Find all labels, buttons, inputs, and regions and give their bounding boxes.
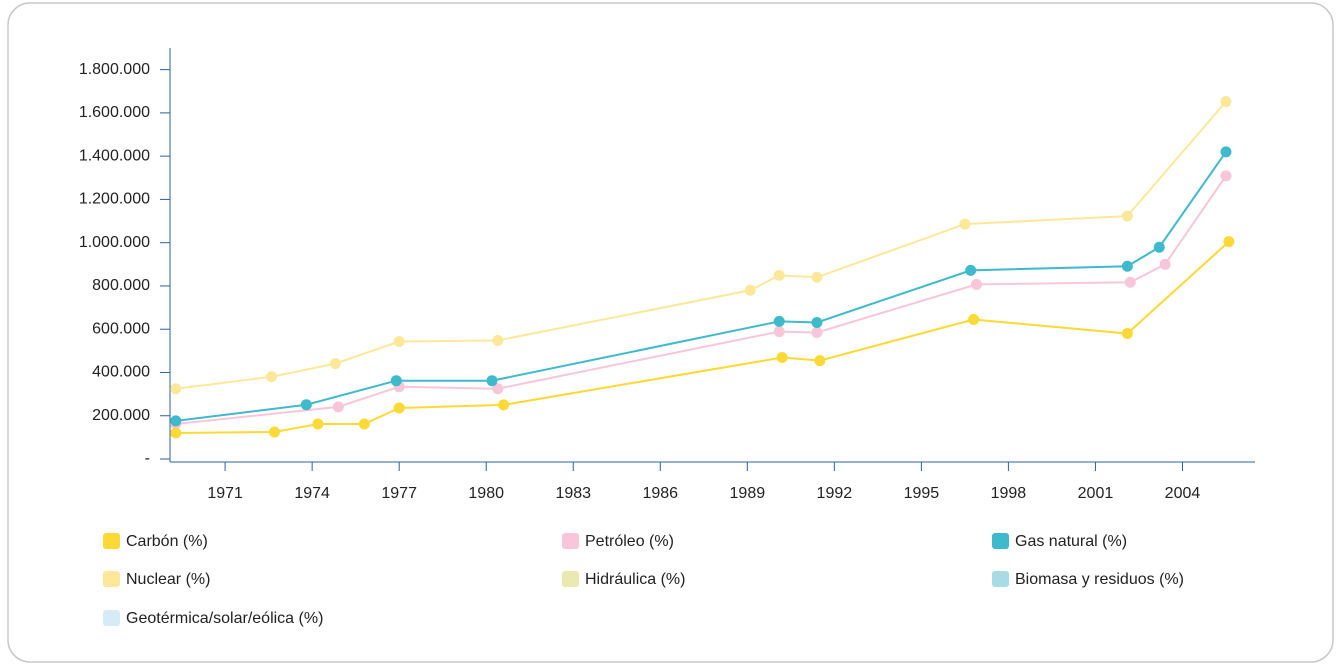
x-tick-label: 1971: [207, 485, 243, 502]
legend-label: Carbón (%): [126, 533, 208, 550]
point: [811, 271, 823, 283]
point: [492, 383, 504, 395]
x-tick-label: 1983: [555, 485, 591, 502]
x-tick-label: 1974: [294, 485, 330, 502]
y-tick-label: 1.800.000: [79, 61, 150, 78]
point: [773, 326, 785, 338]
y-tick-label: 200.000: [92, 407, 150, 424]
legend-label: Geotérmica/solar/eólica (%): [126, 610, 323, 627]
point: [393, 336, 405, 348]
point: [393, 402, 405, 414]
point: [300, 399, 312, 411]
x-tick-label: 2004: [1165, 485, 1201, 502]
point: [1223, 236, 1235, 248]
point: [266, 371, 278, 383]
point: [773, 315, 785, 327]
legend-label: Nuclear (%): [126, 571, 210, 588]
point: [492, 334, 504, 346]
y-tick-label: 1.200.000: [79, 191, 150, 208]
series-line: [175, 151, 1227, 422]
point: [811, 317, 823, 329]
x-tick-label: 1989: [730, 485, 766, 502]
point: [776, 352, 788, 364]
x-tick-label: 1980: [468, 485, 504, 502]
point: [498, 399, 510, 411]
point: [970, 278, 982, 290]
series-line: [175, 175, 1227, 425]
legend-swatch: [103, 610, 120, 626]
x-tick-label: 2001: [1078, 485, 1114, 502]
point: [312, 418, 324, 430]
x-tick-label: 1995: [904, 485, 940, 502]
legend-swatch: [992, 533, 1009, 549]
x-tick-label: 1992: [817, 485, 853, 502]
x-tick-label: 1977: [381, 485, 417, 502]
y-tick-label: 1.000.000: [79, 234, 150, 251]
point: [1121, 210, 1133, 222]
point: [814, 355, 826, 367]
point: [959, 218, 971, 230]
y-tick-label: 1.600.000: [79, 104, 150, 121]
point: [170, 383, 182, 395]
legend-swatch: [103, 533, 120, 549]
frame: [7, 2, 1334, 663]
point: [1220, 170, 1232, 182]
y-tick-label: 800.000: [92, 277, 150, 294]
point: [332, 401, 344, 413]
legend-label: Hidráulica (%): [585, 571, 685, 588]
point: [1124, 276, 1136, 288]
point: [1220, 96, 1232, 108]
y-tick-label: 1.400.000: [79, 147, 150, 164]
legend-label: Biomasa y residuos (%): [1015, 571, 1184, 588]
point: [965, 264, 977, 276]
point: [329, 358, 341, 370]
point: [170, 415, 182, 427]
point: [811, 326, 823, 338]
point: [1153, 241, 1165, 253]
y-tick-label: 400.000: [92, 364, 150, 381]
y-tick-label: 600.000: [92, 320, 150, 337]
legend-label: Gas natural (%): [1015, 533, 1127, 550]
legend-swatch: [562, 571, 579, 587]
point: [968, 313, 980, 325]
legend-swatch: [562, 533, 579, 549]
x-tick-label: 1986: [642, 485, 678, 502]
point: [268, 426, 280, 438]
legend-label: Petróleo (%): [585, 533, 674, 550]
point: [358, 418, 370, 430]
y-tick-label: -: [145, 450, 150, 467]
point: [1159, 258, 1171, 270]
legend-swatch: [992, 571, 1009, 587]
point: [1220, 146, 1232, 158]
point: [486, 375, 498, 387]
point: [1121, 328, 1133, 340]
point: [773, 269, 785, 281]
legend-swatch: [103, 571, 120, 587]
point: [744, 284, 756, 296]
point: [390, 375, 402, 387]
point: [170, 427, 182, 439]
x-tick-label: 1998: [991, 485, 1027, 502]
point: [1121, 260, 1133, 272]
